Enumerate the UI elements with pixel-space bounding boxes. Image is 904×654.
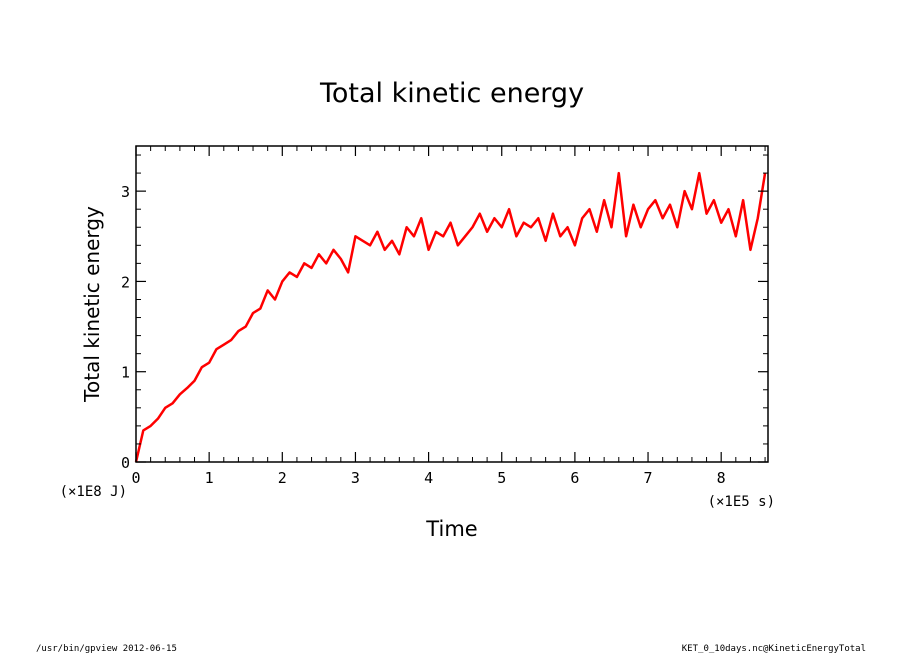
y-axis-label: Total kinetic energy [80, 206, 104, 403]
ticks-layer: 0 1 2 3 4 5 6 7 8 0 1 2 3 [121, 146, 768, 487]
x-tick-label: 7 [644, 469, 653, 487]
x-tick-label: 4 [424, 469, 433, 487]
y-tick-label: 2 [121, 273, 130, 291]
x-axis-label: Time [425, 517, 477, 541]
y-tick-label: 1 [121, 364, 130, 382]
x-tick-label: 0 [131, 469, 140, 487]
x-unit-label: (×1E5 s) [708, 494, 775, 510]
x-tick-label: 6 [570, 469, 579, 487]
footer-left: /usr/bin/gpview 2012-06-15 [36, 644, 177, 654]
x-tick-label: 2 [278, 469, 287, 487]
y-tick-label: 0 [121, 454, 130, 472]
chart-title: Total kinetic energy [319, 78, 584, 109]
x-tick-label: 3 [351, 469, 360, 487]
x-tick-label: 1 [205, 469, 214, 487]
footer-right: KET_0_10days.nc@KineticEnergyTotal [682, 644, 866, 654]
series-layer [134, 171, 767, 463]
y-unit-label: (×1E8 J) [60, 484, 127, 500]
plot-frame [135, 145, 769, 463]
y-tick-label: 3 [121, 183, 130, 201]
x-tick-label: 8 [717, 469, 726, 487]
series-line-0 [134, 171, 767, 463]
x-tick-label: 5 [497, 469, 506, 487]
